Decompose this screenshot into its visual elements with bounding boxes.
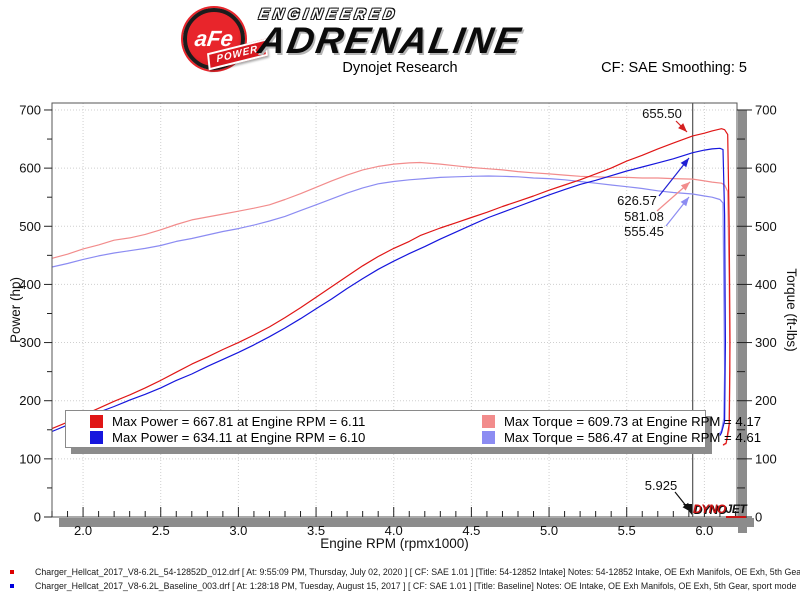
annotation-label: 555.45 — [624, 224, 664, 239]
plot-frame — [51, 102, 738, 518]
run-file-row: Charger_Hellcat_2017_V8-6.2L_Baseline_00… — [0, 579, 800, 593]
y-tick-label-left: 0 — [34, 510, 41, 525]
annotation-arrowhead-icon — [680, 182, 690, 191]
y-tick-label-right: 300 — [755, 335, 777, 350]
annotation-label: 655.50 — [642, 106, 682, 121]
cf-smoothing-label: CF: SAE Smoothing: 5 — [601, 60, 747, 76]
x-tick-label: 2.5 — [152, 523, 170, 538]
y-tick-label-left: 600 — [19, 161, 41, 176]
dynojet-logo-dyno: DYNO — [693, 502, 726, 516]
annotation-arrowhead-icon — [680, 158, 689, 168]
legend-item: Max Torque = 609.73 at Engine RPM = 4.17 — [482, 414, 761, 429]
chart-legend[interactable]: Max Power = 667.81 at Engine RPM = 6.11 M… — [65, 410, 761, 448]
run-color-bullet-icon — [10, 570, 14, 574]
legend-label: Max Torque = 609.73 at Engine RPM = 4.17 — [504, 413, 762, 429]
y-tick-label-left: 700 — [19, 102, 41, 117]
legend-label: Max Torque = 586.47 at Engine RPM = 4.61 — [504, 429, 762, 445]
y-axis-title-right: Torque (ft-lbs) — [784, 268, 799, 351]
legend-item: Max Power = 667.81 at Engine RPM = 6.11 — [90, 414, 482, 429]
annotation-label: 5.925 — [645, 478, 678, 493]
legend-item: Max Torque = 586.47 at Engine RPM = 4.61 — [482, 430, 761, 445]
dynojet-triangle-icon — [683, 504, 692, 515]
legend-label: Max Power = 634.11 at Engine RPM = 6.10 — [112, 429, 366, 445]
dynojet-logo-jet: JET — [725, 502, 747, 518]
run-file-row: Charger_Hellcat_2017_V8-6.2L_54-12852D_0… — [0, 565, 800, 579]
chart-title: Dynojet Research — [342, 60, 458, 76]
annotation-arrowhead-icon — [678, 123, 687, 132]
y-tick-label-right: 0 — [755, 510, 762, 525]
series-torque-intake — [51, 161, 731, 447]
legend-swatch-icon — [482, 430, 495, 444]
y-tick-label-right: 700 — [755, 102, 777, 117]
y-tick-label-left: 500 — [19, 219, 41, 234]
y-tick-label-left: 100 — [19, 451, 41, 466]
x-tick-label: 5.5 — [618, 523, 636, 538]
run-file-list: Charger_Hellcat_2017_V8-6.2L_54-12852D_0… — [0, 565, 800, 593]
series-power-intake — [51, 128, 731, 446]
y-tick-label-right: 100 — [755, 451, 777, 466]
x-tick-label: 4.0 — [385, 523, 403, 538]
x-tick-label: 4.5 — [462, 523, 480, 538]
legend-label: Max Power = 667.81 at Engine RPM = 6.11 — [112, 413, 366, 429]
x-tick-label: 5.0 — [540, 523, 558, 538]
x-tick-label: 3.5 — [307, 523, 325, 538]
y-tick-label-left: 400 — [19, 277, 41, 292]
y-tick-label-right: 200 — [755, 393, 777, 408]
x-axis-title: Engine RPM (rpmx1000) — [320, 536, 469, 551]
y-tick-label-left: 300 — [19, 335, 41, 350]
series-power-baseline — [51, 147, 727, 436]
annotation-arrowhead-icon — [680, 197, 689, 207]
series-torque-baseline — [51, 175, 726, 435]
y-tick-label-right: 400 — [755, 277, 777, 292]
x-tick-label: 6.0 — [695, 523, 713, 538]
run-file-text: Charger_Hellcat_2017_V8-6.2L_Baseline_00… — [35, 581, 797, 591]
legend-item: Max Power = 634.11 at Engine RPM = 6.10 — [90, 430, 482, 445]
y-tick-label-left: 200 — [19, 393, 41, 408]
y-tick-label-right: 500 — [755, 219, 777, 234]
run-file-text: Charger_Hellcat_2017_V8-6.2L_54-12852D_0… — [35, 567, 800, 577]
plot-shadow-bottom — [59, 518, 754, 527]
y-axis-title-left: Power (hp) — [8, 277, 23, 343]
run-color-bullet-icon — [10, 584, 14, 588]
dynojet-logo: DYNOJET — [683, 502, 747, 518]
legend-swatch-icon — [90, 430, 103, 444]
legend-swatch-icon — [482, 414, 495, 428]
plot-shadow-right — [738, 110, 747, 533]
y-tick-label-right: 600 — [755, 161, 777, 176]
x-tick-label: 3.0 — [229, 523, 247, 538]
x-tick-label: 2.0 — [74, 523, 92, 538]
legend-swatch-icon — [90, 414, 103, 428]
annotation-label: 626.57 — [617, 193, 657, 208]
annotation-label: 581.08 — [624, 209, 664, 224]
